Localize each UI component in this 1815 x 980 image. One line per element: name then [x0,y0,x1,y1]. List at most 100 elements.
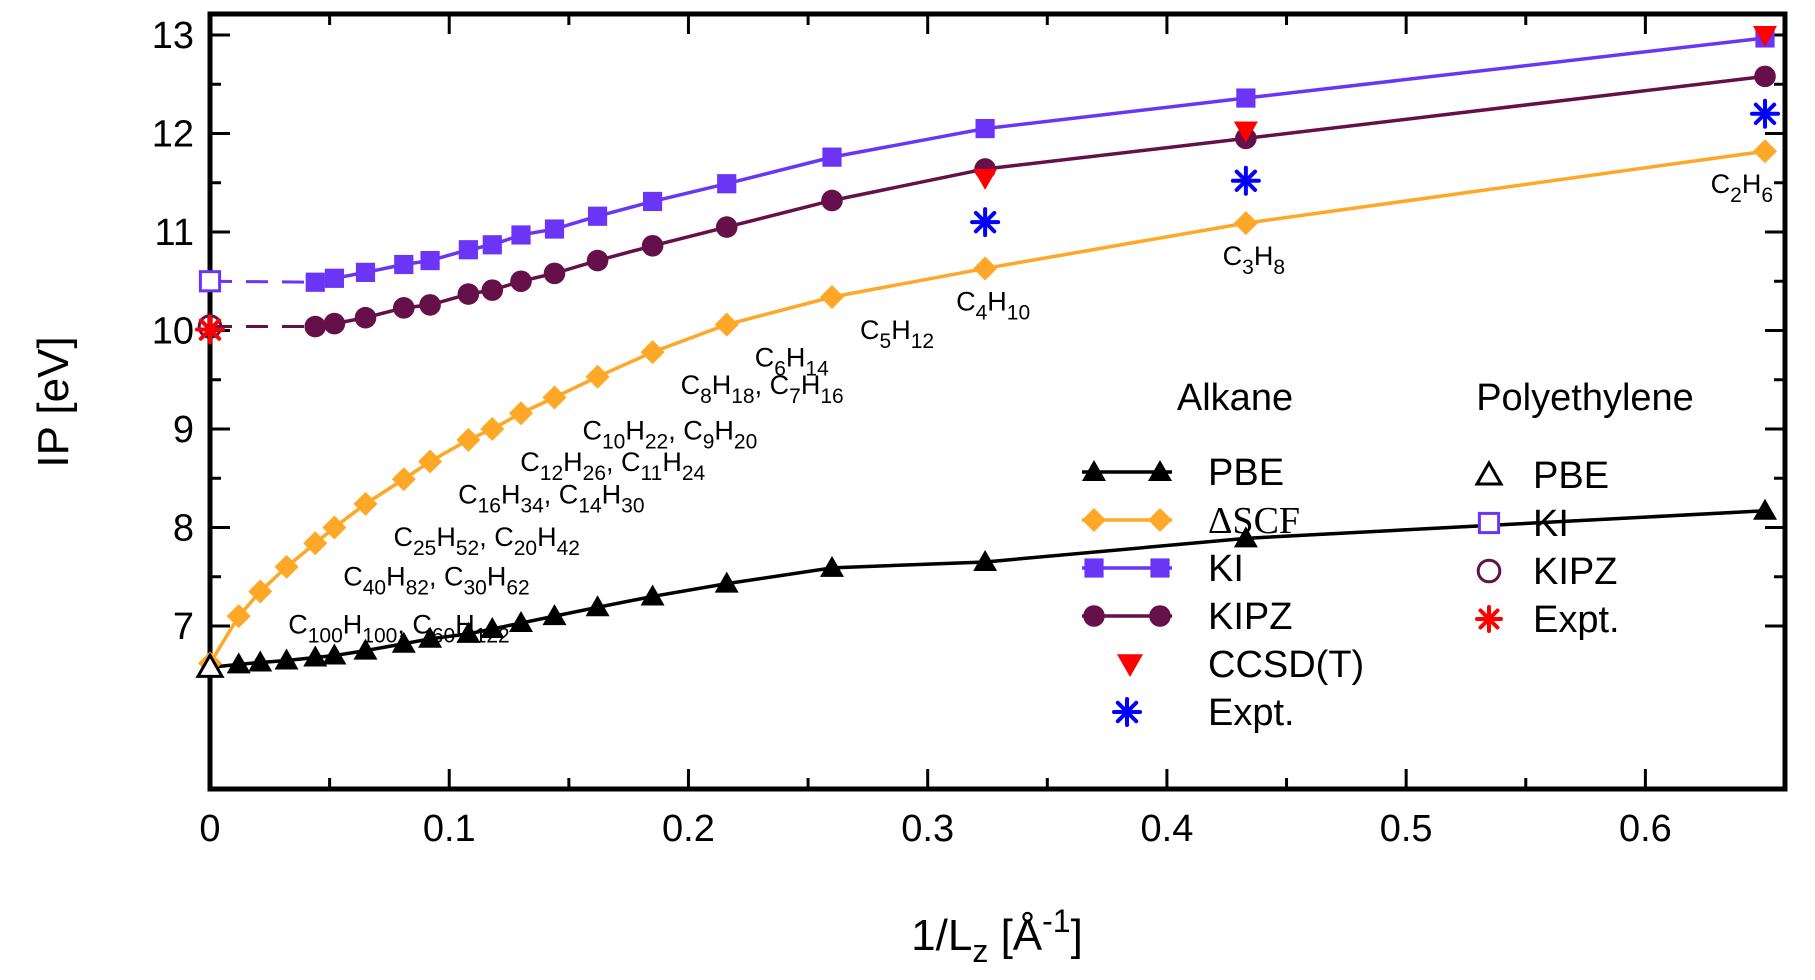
molecule-label-subscript: 60 [432,625,455,648]
alkane-ki-point [511,225,531,245]
alkane-ki-point [355,262,376,282]
alkane-pbe-point [585,595,610,617]
legend-title-polyethylene: Polyethylene [1476,377,1694,419]
molecule-label: C10H22, C9H20 [582,415,757,453]
legend-alkane-deltascf-label: ΔSCF [1208,500,1300,542]
alkane-deltascf-point [353,491,378,516]
molecule-label-subscript: 14 [578,495,602,518]
legend-polyethylene-pbe-label: PBE [1533,455,1609,497]
molecule-label-part: H [487,561,507,591]
alkane-deltascf-point [456,427,481,452]
legend-alkane-kipz-marker-left [1083,605,1105,627]
molecule-label-subscript: 26 [583,462,606,485]
legend-alkane-ki-label: KI [1208,548,1244,590]
molecule-label: C4H10 [956,286,1030,324]
molecule-label-part: H [786,343,806,373]
molecule-label-subscript: 100 [362,625,397,648]
alkane-pbe-point [480,616,505,638]
molecule-label-subscript: 14 [805,358,829,381]
molecule-label-part: H [801,370,821,400]
molecule-label-subscript: 3 [1242,256,1254,279]
alkane-pbe-point [1753,498,1777,520]
alkane-kipz-point [543,262,566,285]
legend-title-alkane: Alkane [1177,377,1293,419]
molecule-label-part: H [712,370,732,400]
y-tick-label: 10 [152,311,194,353]
legend-alkane-ccsd-t-label: CCSD(T) [1208,644,1364,686]
alkane-kipz-point [323,312,346,335]
alkane-pbe-point [303,645,328,667]
x-tick-label: 0.4 [1141,808,1194,850]
alkane-deltascf-point [391,467,416,492]
legend-alkane-ki-marker-right [1150,558,1170,578]
legend-polyethylene-ki-label: KI [1533,503,1569,545]
molecule-label-part: H [563,447,583,477]
molecule-label-subscript: 7 [789,385,801,408]
molecule-label-subscript: 16 [820,385,843,408]
molecule-label-part: , C [479,522,514,552]
alkane-kipz-point [392,297,415,319]
alkane-pbe-point [1233,526,1258,548]
alkane-pbe-point [640,584,665,606]
alkane-ki-point [394,254,414,275]
molecule-label-subscript: 12 [540,462,563,485]
alkane-expt-point [970,207,1001,238]
alkane-kipz-point [715,216,738,238]
molecule-label-subscript: 16 [478,495,501,518]
molecule-label-part: C [860,315,880,345]
molecule-label: C25H52, C20H42 [394,522,580,560]
polyethylene-pbe-point [195,652,225,678]
series-markers [195,26,1780,678]
molecule-label-part: , C [397,610,432,640]
x-tick-label: 0.1 [423,808,476,850]
molecule-label-part: , C [544,480,579,510]
molecule-label-part: H [1254,241,1274,271]
legend-polyethylene-kipz-marker [1476,558,1502,584]
legend-polyethylene-expt-label: Expt. [1533,599,1620,641]
alkane-pbe-point [542,604,567,626]
x-tick-label: 0.2 [662,808,715,850]
legend-alkane-pbe-marker-left [1082,460,1106,481]
axis-titles: 1/Lz [Å-1] IP [eV] [29,336,1083,969]
alkane-pbe-point [418,626,443,648]
molecule-label-subscript: 12 [911,330,934,353]
molecule-label-part: C [394,522,414,552]
alkane-pbe-point [820,555,844,577]
alkane-ki-point [975,118,995,139]
alkane-deltascf-point [542,385,567,410]
plot-frame [207,11,1788,792]
molecule-label-subscript: 20 [734,430,757,453]
alkane-ki-point [420,250,440,271]
alkane-ki-point [1236,88,1256,108]
legend-alkane-kipz-marker-right [1149,605,1171,627]
axis-ticks: 0 0.1 0.2 0.3 0.4 0.5 0.6 7 8 9 10 11 12 13 [152,14,1785,850]
molecule-label: C8H18, C7H16 [681,370,844,408]
alkane-ki-point [544,219,565,239]
x-tick-label: 0 [199,808,220,850]
alkane-ki-point [482,235,502,255]
alkane-deltascf-point [303,531,328,556]
alkane-deltascf-point [322,515,347,540]
molecule-label-part: H [602,480,622,510]
molecule-label: C12H26, C11H24 [520,447,705,485]
molecule-label-subscript: 8 [700,385,712,408]
molecule-label-part: C [288,610,308,640]
alkane-ki-point [642,191,663,212]
molecule-label-subscript: 30 [621,495,644,518]
alkane-deltascf-point [640,340,665,365]
alkane-ki-point [717,174,737,194]
molecule-label-part: H [537,522,557,552]
alkane-deltascf-point [820,285,844,310]
x-tick-label: 0.3 [901,808,954,850]
molecule-label-subscript: 42 [557,537,580,560]
molecule-label-subscript: 18 [731,385,754,408]
alkane-deltascf-point [1233,211,1258,236]
alkane-pbe-point [322,643,347,665]
molecule-label-part: H [386,561,406,591]
alkane-ki-line [314,36,1766,284]
molecule-label-subscript: 2 [1730,184,1742,207]
alkane-deltascf-point [509,401,533,426]
alkane-kipz-point [641,234,664,257]
alkane-kipz-point [419,294,441,316]
